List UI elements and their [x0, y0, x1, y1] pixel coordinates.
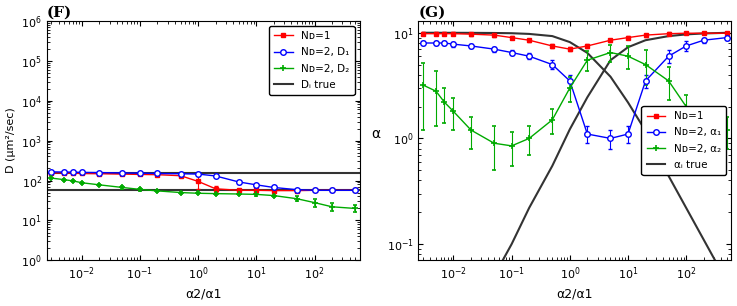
X-axis label: α2/α1: α2/α1 [185, 287, 222, 300]
Y-axis label: α: α [371, 127, 380, 140]
Legend: Nᴅ=1, Nᴅ=2, α₁, Nᴅ=2, α₂, αᵢ true: Nᴅ=1, Nᴅ=2, α₁, Nᴅ=2, α₂, αᵢ true [641, 106, 726, 175]
X-axis label: α2/α1: α2/α1 [556, 287, 593, 300]
Text: (F): (F) [46, 6, 72, 20]
Legend: Nᴅ=1, Nᴅ=2, D₁, Nᴅ=2, D₂, Dᵢ true: Nᴅ=1, Nᴅ=2, D₁, Nᴅ=2, D₂, Dᵢ true [269, 26, 354, 95]
Text: (G): (G) [419, 6, 446, 20]
Y-axis label: D (μm²/sec): D (μm²/sec) [6, 108, 15, 174]
